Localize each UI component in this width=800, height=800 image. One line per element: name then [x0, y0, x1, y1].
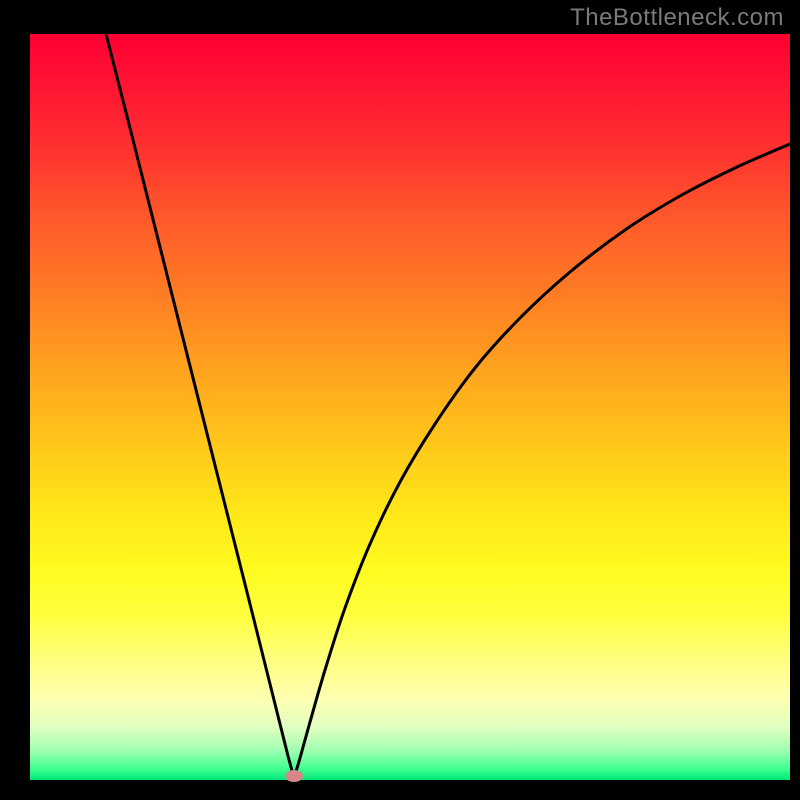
- minimum-marker: [285, 770, 303, 782]
- bottleneck-curve: [30, 34, 790, 780]
- plot-area: [30, 34, 790, 780]
- watermark-text: TheBottleneck.com: [570, 4, 784, 32]
